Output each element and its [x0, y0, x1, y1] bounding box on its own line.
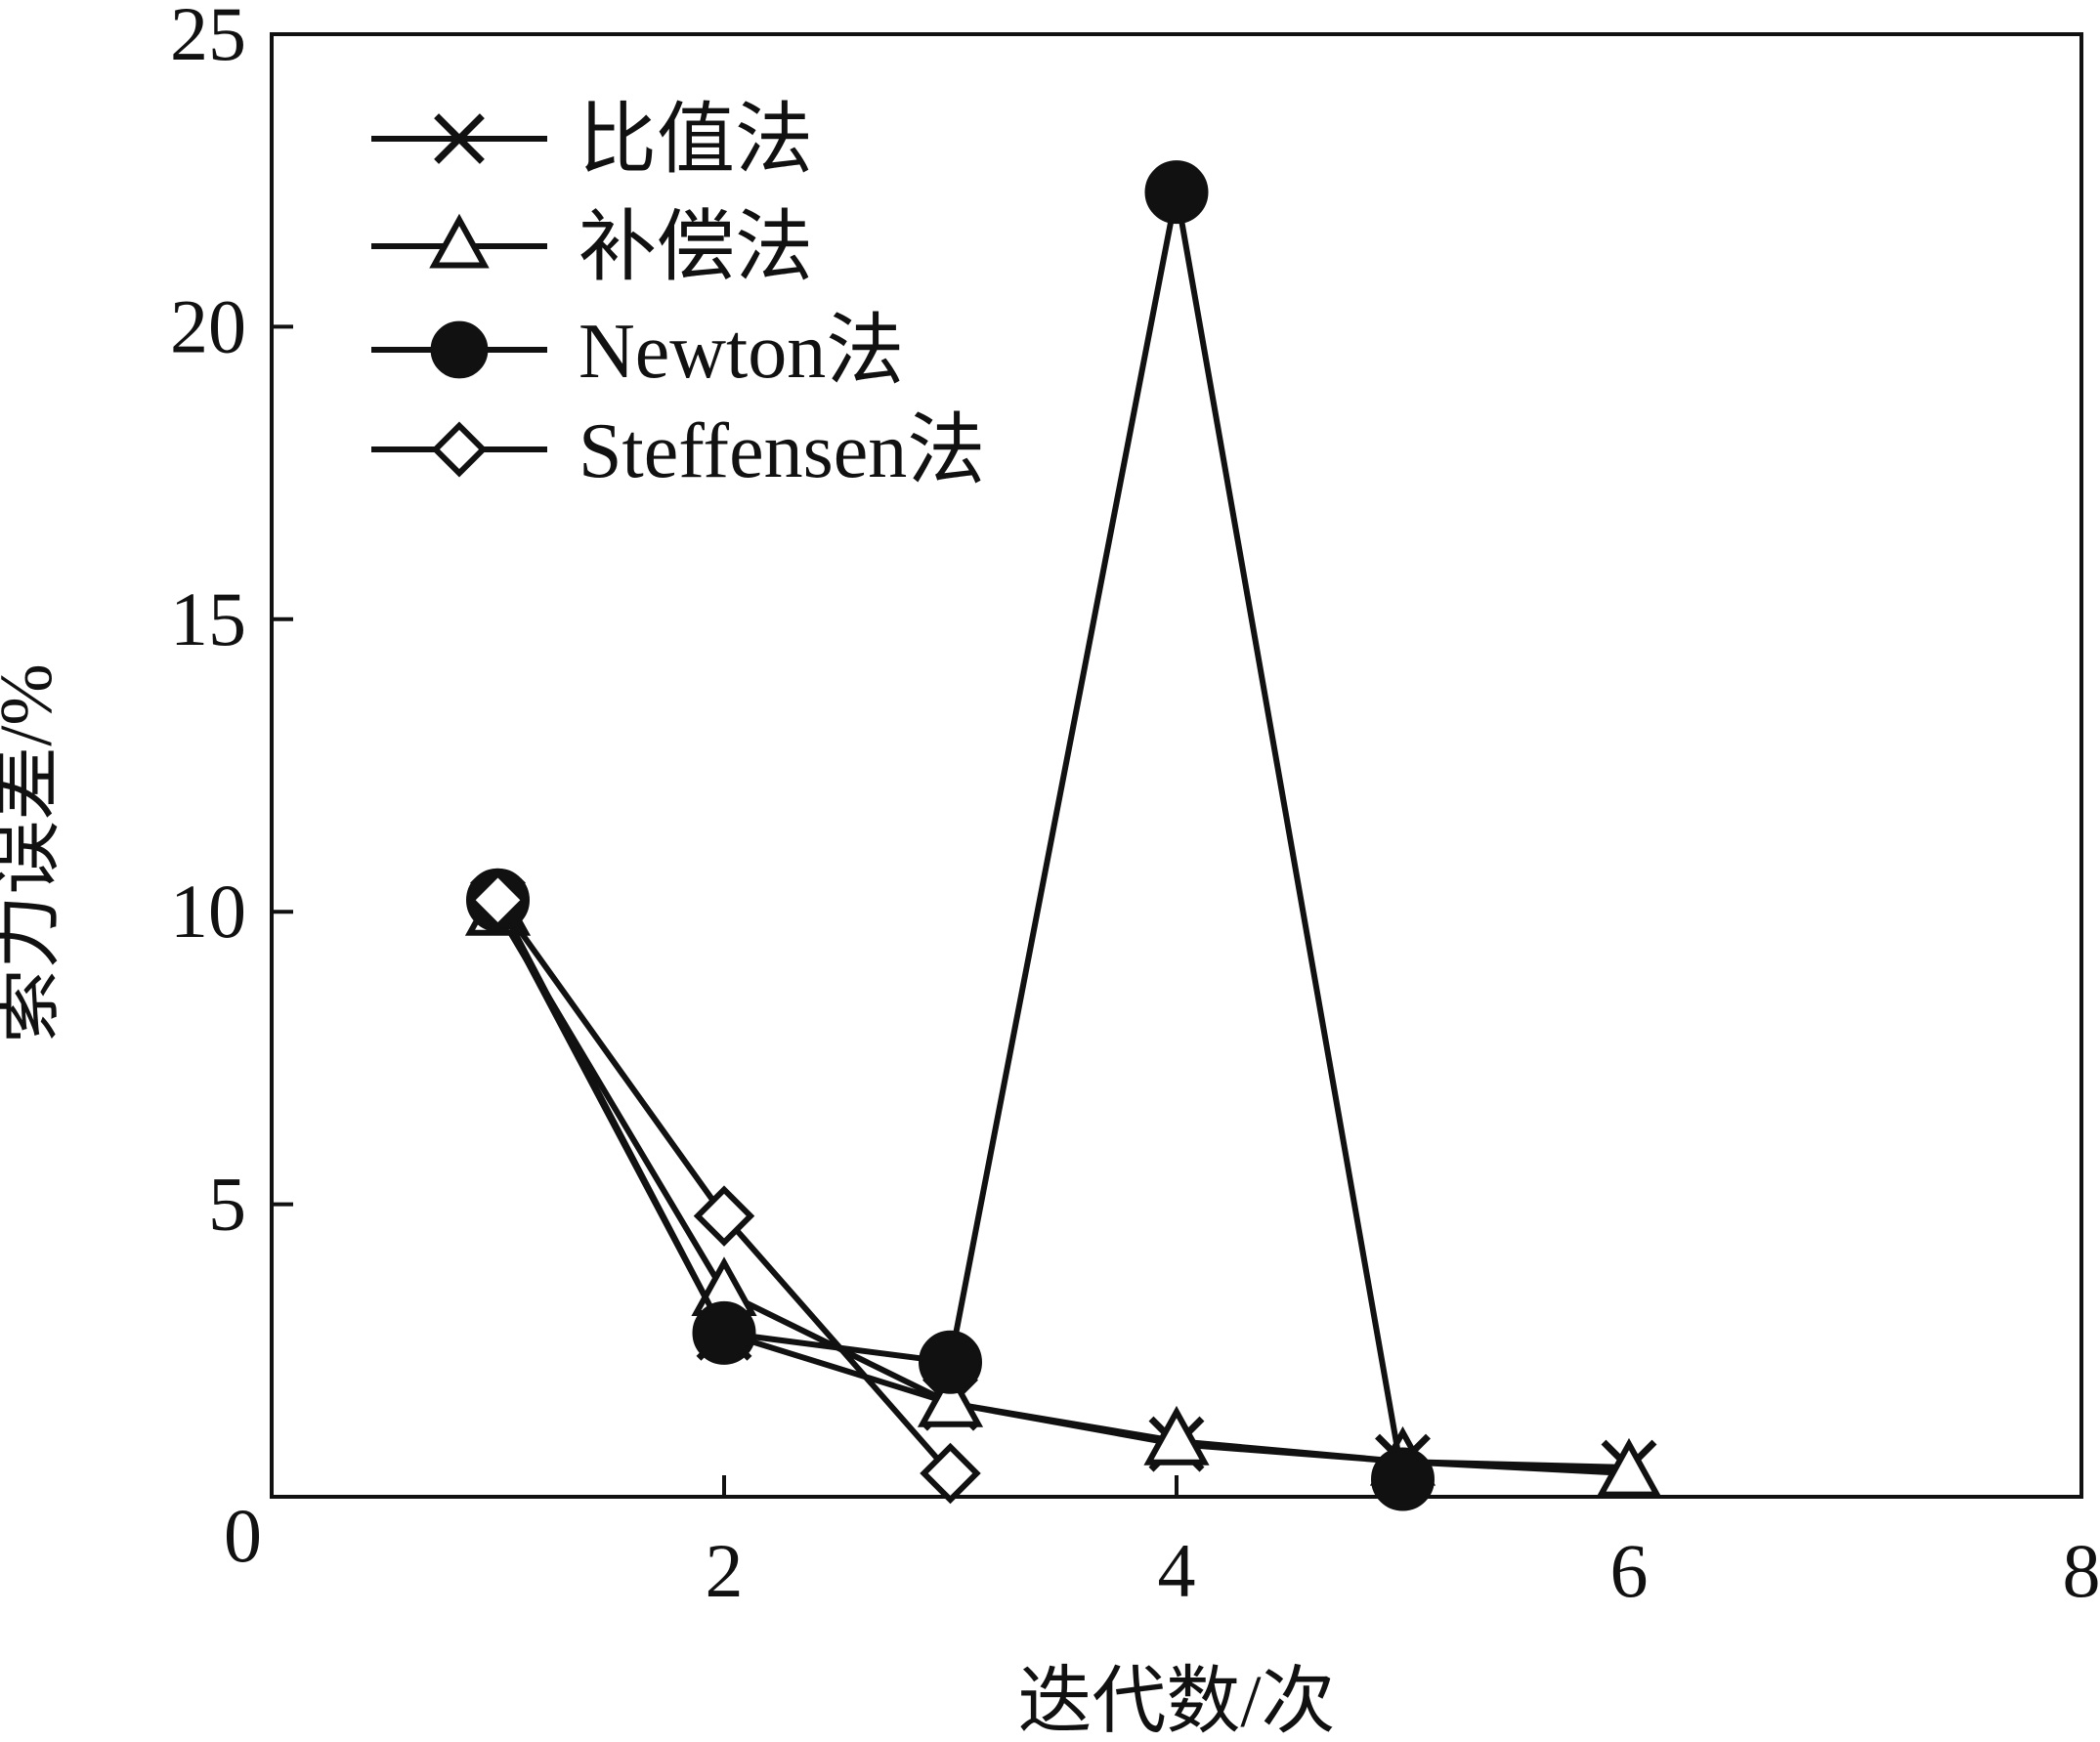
plot-frame	[270, 32, 2083, 1499]
legend-item: 补偿法	[371, 205, 813, 291]
data-point	[467, 869, 529, 931]
y-tick-label: 20	[170, 283, 246, 368]
legend-label: Steffensen法	[579, 408, 985, 494]
legend-item: Newton法	[371, 309, 904, 395]
data-point	[1144, 160, 1209, 225]
origin-tick-label: 0	[224, 1493, 262, 1578]
legend-item: Steffensen法	[371, 408, 985, 494]
legend-label: 比值法	[579, 98, 813, 184]
x-tick-label: 8	[2063, 1528, 2100, 1613]
legend-marker	[431, 421, 488, 478]
data-point	[1371, 1447, 1435, 1511]
data-point	[692, 1300, 756, 1365]
legend-label: 补偿法	[579, 205, 813, 291]
y-tick-label: 25	[170, 0, 246, 76]
y-tick-label: 5	[208, 1162, 246, 1247]
plot-area	[270, 32, 2083, 1499]
series-3	[466, 160, 1435, 1511]
series-group	[464, 160, 1662, 1511]
legend-marker	[429, 213, 490, 269]
data-point	[917, 1367, 984, 1427]
x-tick-label: 4	[1158, 1528, 1196, 1613]
x-axis-title: 迭代数/次	[1017, 1661, 1335, 1742]
legend-marker	[434, 113, 485, 164]
series-4	[467, 869, 981, 1505]
data-point	[693, 1185, 755, 1247]
legend-item: 比值法	[371, 98, 813, 184]
y-tick-label: 15	[170, 576, 246, 661]
legend-marker	[430, 320, 489, 379]
data-point	[1143, 1405, 1210, 1466]
legend-label: Newton法	[579, 309, 904, 395]
data-point	[920, 1442, 981, 1505]
x-tick-label: 2	[706, 1528, 744, 1613]
y-axis-title: 索力误差/%	[0, 663, 67, 1042]
data-point	[919, 1330, 982, 1394]
series-line	[494, 910, 1630, 1477]
x-tick-label: 6	[1610, 1528, 1649, 1613]
data-point	[1596, 1437, 1662, 1498]
y-tick-label: 10	[170, 869, 246, 954]
series-line	[494, 904, 1630, 1471]
axes: 2 4 6 8 5 10 15 20 25 0	[170, 0, 2100, 1613]
